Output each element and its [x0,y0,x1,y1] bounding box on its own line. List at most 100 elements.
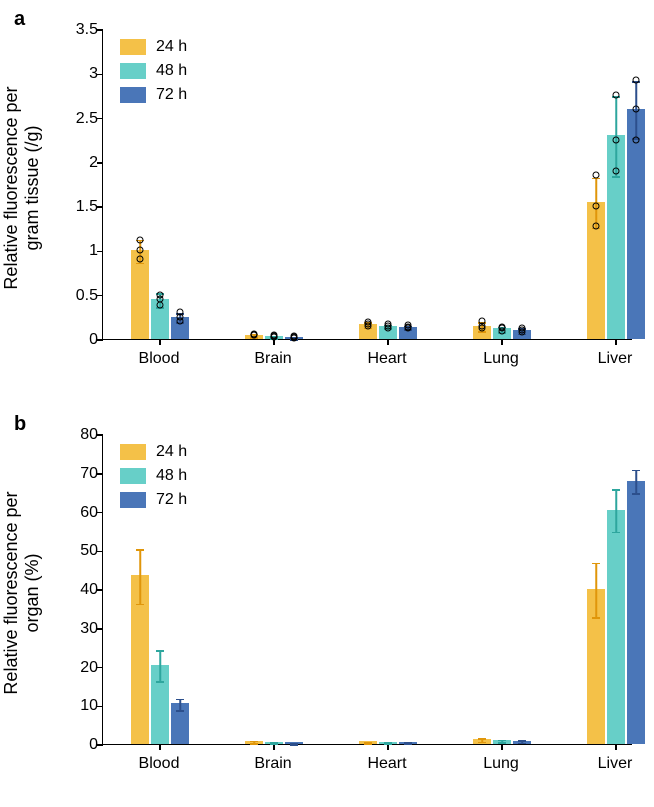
panel-a-legend: 24 h 48 h 72 h [120,38,187,110]
legend-label: 72 h [156,86,187,104]
bar [627,109,645,339]
xtick-label: Blood [139,755,180,773]
legend-label: 72 h [156,491,187,509]
xtick-mark [615,744,617,750]
panel-b-legend: 24 h 48 h 72 h [120,443,187,515]
panel-a: a Relative fluorescence pergram tissue (… [0,0,654,395]
legend-item: 48 h [120,62,187,80]
error-cap [404,743,412,745]
error-cap [250,741,258,743]
xtick-label: Brain [254,350,291,368]
ytick-label: 2 [89,154,98,172]
legend-item: 24 h [120,443,187,461]
data-point [499,323,506,330]
data-point [137,247,144,254]
figure: a Relative fluorescence pergram tissue (… [0,0,654,807]
legend-label: 24 h [156,38,187,56]
data-point [365,319,372,326]
error-cap [176,699,184,701]
panel-a-label: a [14,8,25,31]
data-point [137,256,144,263]
error-cap [518,743,526,745]
data-point [137,236,144,243]
ytick-label: 40 [80,581,98,599]
xtick-label: Brain [254,755,291,773]
data-point [613,92,620,99]
ytick-label: 80 [80,426,98,444]
error-cap [592,563,600,565]
xtick-label: Liver [598,755,633,773]
data-point [613,167,620,174]
error-cap [478,738,486,740]
error-cap [270,744,278,746]
xtick-label: Blood [139,350,180,368]
error-cap [632,493,640,495]
error-cap [364,743,372,745]
data-point [291,333,298,340]
legend-item: 72 h [120,86,187,104]
data-point [593,203,600,210]
data-point [633,77,640,84]
data-point [613,136,620,143]
error-cap [498,742,506,744]
xtick-mark [387,339,389,345]
error-cap [136,549,144,551]
error-cap [612,532,620,534]
error-cap [498,740,506,742]
legend-swatch [120,39,146,55]
panel-b: b Relative fluorescence perorgan (%) 24 … [0,405,654,800]
panel-b-ylabel: Relative fluorescence perorgan (%) [1,438,43,748]
ytick-label: 10 [80,697,98,715]
error-cap [384,743,392,745]
legend-swatch [120,444,146,460]
ytick-label: 0 [89,736,98,754]
data-point [633,136,640,143]
bar [607,510,625,744]
panel-a-ylabel: Relative fluorescence pergram tissue (/g… [1,33,43,343]
error-cap [156,681,164,683]
error-cap [518,740,526,742]
data-point [593,222,600,229]
xtick-label: Heart [367,755,406,773]
data-point [405,321,412,328]
legend-label: 48 h [156,62,187,80]
legend-swatch [120,87,146,103]
error-bar [635,470,637,493]
error-cap [250,743,258,745]
data-point [157,302,164,309]
xtick-mark [501,339,503,345]
xtick-mark [501,744,503,750]
ytick-label: 60 [80,504,98,522]
ytick-label: 70 [80,465,98,483]
xtick-mark [159,339,161,345]
data-point [633,105,640,112]
data-point [177,309,184,316]
error-bar [595,563,597,617]
data-point [271,332,278,339]
error-cap [136,263,144,265]
error-cap [290,744,298,746]
xtick-label: Lung [483,350,519,368]
legend-item: 48 h [120,467,187,485]
data-point [593,172,600,179]
error-bar [159,650,161,681]
error-cap [632,470,640,472]
ytick-label: 0.5 [76,287,98,305]
data-point [519,324,526,331]
xtick-mark [615,339,617,345]
bar [627,481,645,745]
ytick-label: 20 [80,659,98,677]
ytick-label: 1 [89,242,98,260]
error-cap [478,742,486,744]
ytick-label: 3.5 [76,21,98,39]
ytick-label: 1.5 [76,198,98,216]
error-cap [176,710,184,712]
error-bar [139,549,141,603]
ytick-label: 2.5 [76,110,98,128]
data-point [251,330,258,337]
data-point [385,320,392,327]
panel-b-label: b [14,413,26,436]
error-bar [179,699,181,711]
legend-swatch [120,492,146,508]
error-cap [592,617,600,619]
